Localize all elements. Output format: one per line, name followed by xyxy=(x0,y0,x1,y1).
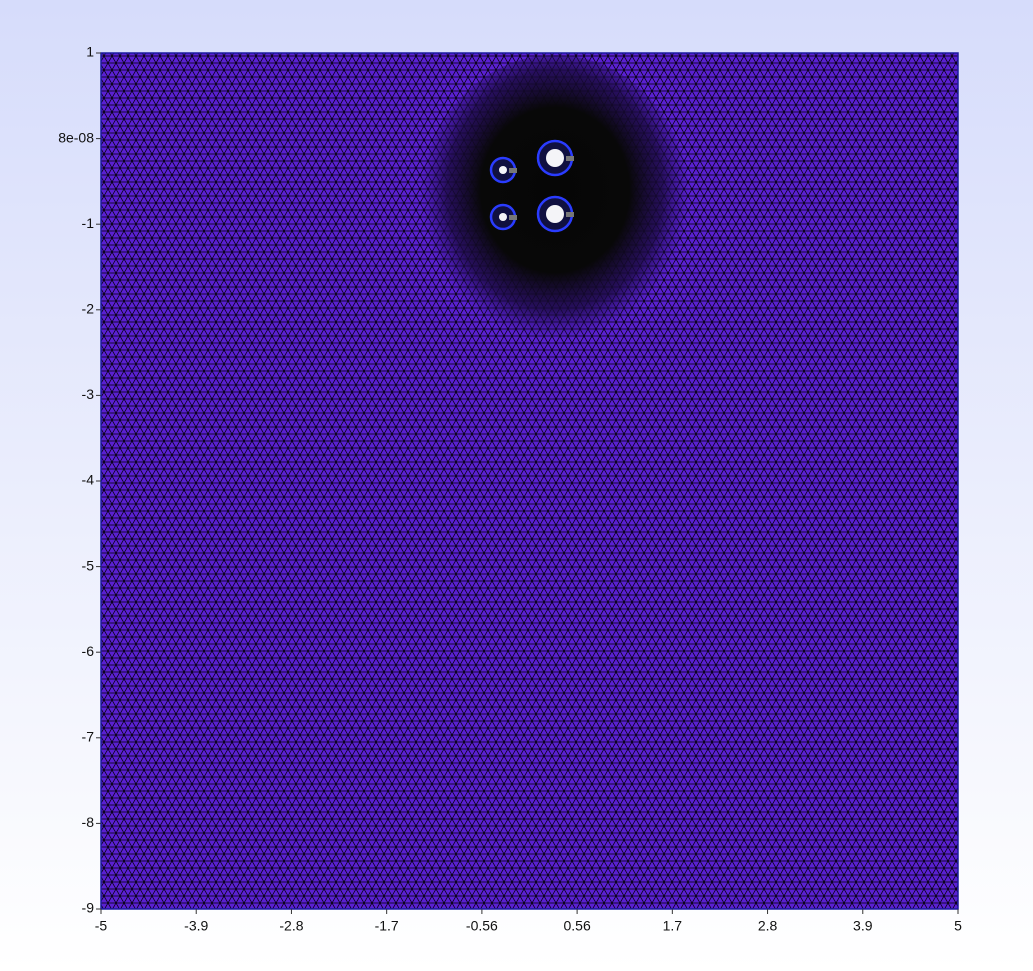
conductor xyxy=(499,166,507,174)
x-tick-label: 1.7 xyxy=(663,918,683,934)
conductor-marker xyxy=(509,168,517,173)
x-tick-label: -2.8 xyxy=(279,918,303,934)
y-tick-label: 1 xyxy=(86,44,94,60)
y-tick-label: -8 xyxy=(82,814,95,830)
x-tick-label: -0.56 xyxy=(466,918,498,934)
x-tick-label: 3.9 xyxy=(853,918,873,934)
conductor-marker xyxy=(566,156,574,161)
y-tick-label: -7 xyxy=(82,729,95,745)
conductor-marker xyxy=(566,212,574,217)
y-tick-label: -6 xyxy=(82,643,95,659)
y-tick-label: 8e-08 xyxy=(58,129,94,145)
x-tick-label: -1.7 xyxy=(375,918,399,934)
x-tick-label: -3.9 xyxy=(184,918,208,934)
x-tick-label: 0.56 xyxy=(563,918,590,934)
plot-area xyxy=(100,52,959,910)
y-tick-label: -2 xyxy=(82,301,95,317)
conductor xyxy=(546,205,564,223)
conductor-marker xyxy=(509,215,517,220)
x-tick-label: -5 xyxy=(95,918,108,934)
x-tick-label: 5 xyxy=(954,918,962,934)
y-tick-label: -9 xyxy=(82,900,95,916)
y-tick-label: -4 xyxy=(82,472,95,488)
y-tick-label: -5 xyxy=(82,557,95,573)
y-tick-label: -1 xyxy=(82,215,95,231)
conductor xyxy=(546,149,564,167)
x-tick-label: 2.8 xyxy=(758,918,778,934)
conductor xyxy=(499,213,507,221)
y-tick-label: -3 xyxy=(82,386,95,402)
